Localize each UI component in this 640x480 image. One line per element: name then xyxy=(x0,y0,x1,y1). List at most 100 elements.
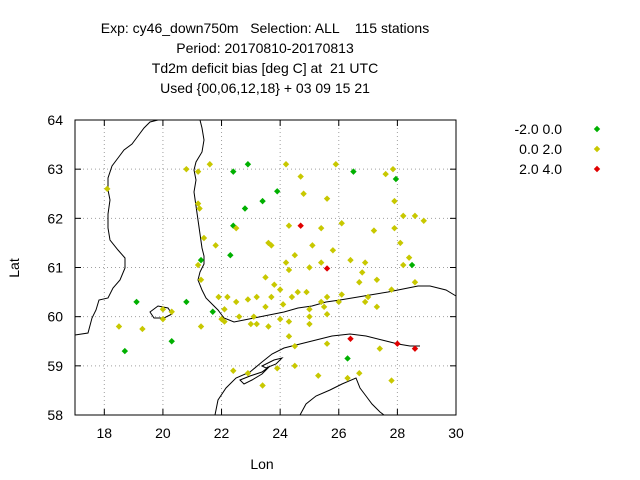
coastline-finland-west xyxy=(193,119,457,323)
data-point-series-1 xyxy=(291,362,299,370)
legend-marker xyxy=(593,125,601,133)
data-point-series-1 xyxy=(306,313,313,320)
data-point-series-1 xyxy=(320,303,328,311)
data-point-series-2 xyxy=(411,345,419,352)
y-tick-label: 62 xyxy=(47,210,63,226)
data-point-series-1 xyxy=(338,291,345,298)
data-point-series-1 xyxy=(338,220,345,227)
y-tick-label: 64 xyxy=(47,112,63,128)
x-tick-label: 22 xyxy=(214,425,230,441)
data-point-series-1 xyxy=(323,195,331,202)
data-point-series-1 xyxy=(400,261,407,269)
data-point-series-1 xyxy=(323,293,331,301)
data-point-series-1 xyxy=(359,269,366,276)
x-tick-label: 28 xyxy=(390,425,406,441)
data-point-series-1 xyxy=(297,173,304,180)
data-point-series-1 xyxy=(282,259,290,266)
data-point-series-1 xyxy=(376,345,383,352)
data-point-series-1 xyxy=(247,320,255,328)
x-tick-label: 30 xyxy=(448,425,464,441)
data-point-series-1 xyxy=(253,293,260,301)
data-point-series-1 xyxy=(397,239,404,247)
data-point-series-1 xyxy=(196,205,203,212)
legend-label: -2.0 0.0 xyxy=(515,121,563,137)
legend: -2.0 0.0 0.0 2.0 2.0 4.0 xyxy=(515,121,601,177)
data-point-series-1 xyxy=(194,261,202,269)
coastline-estonia-south xyxy=(299,377,385,416)
data-point-series-1 xyxy=(411,279,419,286)
data-point-series-1 xyxy=(382,170,389,178)
data-point-series-1 xyxy=(361,298,369,306)
y-tick-label: 61 xyxy=(47,260,63,276)
title-line-2: Period: 20170810-20170813 xyxy=(176,40,354,56)
data-point-series-1 xyxy=(276,315,284,323)
data-point-series-1 xyxy=(268,293,275,301)
data-point-series-1 xyxy=(361,259,369,266)
data-point-series-2 xyxy=(323,265,331,272)
data-point-series-0 xyxy=(392,175,400,183)
data-point-series-1 xyxy=(309,242,316,249)
data-point-series-1 xyxy=(391,197,398,205)
data-point-series-0 xyxy=(183,298,190,306)
coastline-hiiumaa xyxy=(260,357,284,369)
title-line-3: Td2m deficit bias [deg C] at 21 UTC xyxy=(151,60,379,76)
coastline-aland xyxy=(149,305,173,319)
data-point-series-1 xyxy=(282,161,290,168)
title-line-1: Exp: cy46_down750m Selection: ALL 115 st… xyxy=(100,20,430,36)
data-point-series-1 xyxy=(405,254,413,261)
data-point-series-1 xyxy=(356,370,363,377)
data-point-series-1 xyxy=(300,190,307,197)
y-tick-label: 60 xyxy=(47,309,63,325)
data-point-series-1 xyxy=(388,286,395,293)
data-point-series-1 xyxy=(306,264,313,271)
data-point-series-1 xyxy=(329,247,337,254)
data-point-series-1 xyxy=(197,276,205,283)
legend-marker xyxy=(593,145,601,153)
data-point-series-1 xyxy=(317,298,325,306)
data-point-series-0 xyxy=(408,261,416,269)
data-point-series-1 xyxy=(411,212,419,220)
data-point-series-0 xyxy=(274,188,281,195)
data-point-series-1 xyxy=(344,374,351,382)
x-tick-label: 26 xyxy=(331,425,347,441)
data-point-series-1 xyxy=(285,333,293,340)
data-point-series-1 xyxy=(391,224,398,232)
data-point-series-1 xyxy=(104,185,111,193)
data-point-series-1 xyxy=(323,311,331,318)
data-point-series-1 xyxy=(347,256,354,264)
data-point-series-1 xyxy=(420,217,427,224)
data-point-series-1 xyxy=(388,377,395,384)
data-point-series-0 xyxy=(241,205,249,212)
data-point-series-1 xyxy=(235,313,243,320)
data-point-series-1 xyxy=(197,323,205,330)
data-point-series-2 xyxy=(347,335,354,342)
data-point-series-1 xyxy=(232,298,240,306)
data-point-series-0 xyxy=(197,256,205,264)
data-point-series-1 xyxy=(215,293,222,301)
data-point-series-1 xyxy=(285,266,293,274)
data-point-series-0 xyxy=(230,168,237,175)
data-point-series-0 xyxy=(168,338,175,345)
data-point-series-1 xyxy=(274,365,281,372)
legend-label: 0.0 2.0 xyxy=(519,141,562,157)
data-point-series-1 xyxy=(268,242,275,249)
data-point-series-1 xyxy=(168,308,175,315)
data-point-series-1 xyxy=(250,313,257,320)
data-point-series-1 xyxy=(271,281,278,288)
data-point-series-1 xyxy=(317,259,325,266)
axis-ticks: 18 20 22 24 26 28 30 58 59 60 61 62 63 64 xyxy=(47,112,464,441)
data-point-series-0 xyxy=(344,355,351,362)
x-tick-label: 18 xyxy=(97,425,113,441)
data-point-series-1 xyxy=(303,288,310,296)
data-point-series-1 xyxy=(370,227,378,234)
data-point-series-1 xyxy=(276,286,284,293)
data-point-series-1 xyxy=(364,293,372,301)
data-point-series-1 xyxy=(115,323,123,330)
data-point-series-1 xyxy=(230,367,237,374)
data-point-series-1 xyxy=(244,370,252,377)
data-point-series-1 xyxy=(306,320,313,328)
data-point-series-1 xyxy=(194,168,202,175)
data-point-series-2 xyxy=(394,340,401,347)
data-point-series-1 xyxy=(373,303,381,311)
data-point-series-1 xyxy=(244,296,252,303)
